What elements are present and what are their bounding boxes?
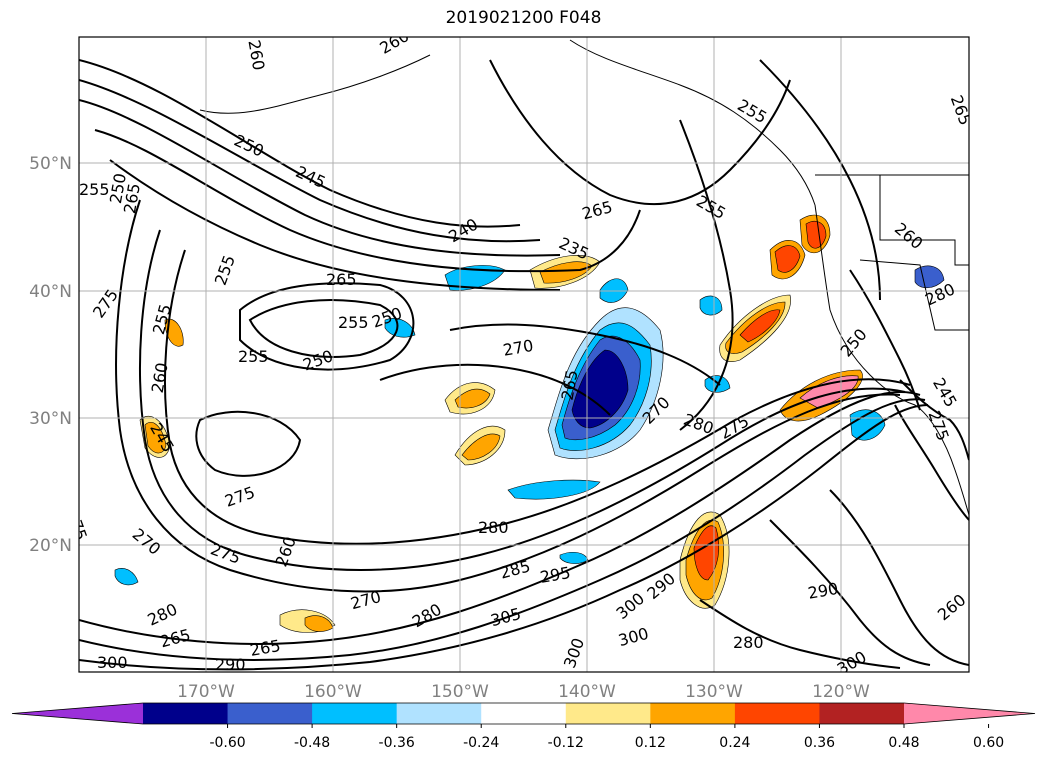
contour-label: 300 <box>97 653 128 672</box>
contour-label: 280 <box>478 518 509 537</box>
contour-label: 255 <box>79 180 110 199</box>
colorbar-bin <box>227 703 313 724</box>
positive-anomaly-blob <box>461 433 501 461</box>
longitude-labels: 170°W 160°W 150°W 140°W 130°W 120°W <box>177 682 870 702</box>
colorbar-tick-label: -0.36 <box>379 735 415 751</box>
colorbar-tick-label: 0.12 <box>635 735 666 751</box>
contour-label: 280 <box>733 633 764 652</box>
lat-label-40: 40°N <box>29 282 72 302</box>
negative-anomaly-blob <box>384 318 416 338</box>
colorbar-tick-label: -0.60 <box>209 735 245 751</box>
lon-label-160w: 160°W <box>304 682 362 702</box>
colorbar-bin <box>143 703 229 724</box>
colorbar-bin <box>481 703 567 724</box>
contour-line <box>489 59 791 206</box>
colorbar-bin <box>396 703 482 724</box>
lat-label-20: 20°N <box>29 536 72 556</box>
contour-line <box>139 229 906 571</box>
positive-anomaly-blob <box>454 388 491 409</box>
contour-line <box>79 99 561 257</box>
contour-label: 255 <box>338 313 369 332</box>
contour-line <box>164 249 911 545</box>
contour-line <box>79 79 541 243</box>
colorbar-tick-label: -0.48 <box>294 735 330 751</box>
contour-labels: 260 260 265 255 250 265 245 250 255 240 … <box>79 37 969 674</box>
contour-line <box>79 398 926 661</box>
contour-label: 290 <box>215 655 246 674</box>
negative-anomaly-blob <box>559 551 589 564</box>
graticule <box>79 37 969 672</box>
coastline-path <box>879 175 969 266</box>
lon-label-150w: 150°W <box>431 682 489 702</box>
latitude-labels: 50°N 40°N 30°N 20°N <box>29 154 72 556</box>
lon-label-140w: 140°W <box>558 682 616 702</box>
contour-line <box>699 599 901 669</box>
contour-line <box>679 119 734 431</box>
negative-anomaly-core <box>571 349 629 429</box>
plot-frame <box>78 36 970 673</box>
colorbar-tick-label: 0.24 <box>719 735 750 751</box>
contour-line <box>239 282 415 371</box>
coastline-path <box>199 54 431 114</box>
colorbar-extend-low <box>12 703 143 724</box>
contour-label: 265 <box>326 270 357 289</box>
colorbar-tick-label: 0.60 <box>973 735 1004 751</box>
lon-label-120w: 120°W <box>812 682 870 702</box>
contour-lines <box>79 59 969 671</box>
contour-line <box>248 299 399 358</box>
shaded-fields <box>114 214 945 633</box>
negative-anomaly-blob <box>507 479 601 500</box>
colorbar-bin <box>819 703 905 724</box>
colorbar-bin <box>312 703 398 724</box>
contour-line <box>899 379 969 461</box>
contour-line <box>379 363 611 416</box>
negative-anomaly-blob <box>699 295 723 316</box>
colorbar: -0.60 -0.48 -0.36 -0.24 -0.12 0.12 0.24 0.36 0.4… <box>11 702 1036 751</box>
colorbar-tick-label: -0.12 <box>548 735 584 751</box>
negative-anomaly-blob <box>914 265 945 289</box>
contour-line <box>94 129 641 273</box>
contour-line <box>115 199 901 593</box>
colorbar-bin <box>650 703 736 724</box>
lon-label-130w: 130°W <box>685 682 743 702</box>
contour-line <box>79 59 521 228</box>
contour-line <box>109 159 561 291</box>
positive-anomaly-blob <box>693 525 720 581</box>
lat-label-50: 50°N <box>29 154 72 174</box>
colorbar-outline <box>11 702 1036 725</box>
positive-anomaly-blob <box>739 309 781 343</box>
positive-anomaly-blob <box>774 245 801 273</box>
map-title: 2019021200 F048 <box>445 8 602 28</box>
contour-line <box>894 404 969 521</box>
contour-label: 255 <box>238 347 269 366</box>
contour-line <box>79 391 921 645</box>
contour-line <box>829 489 969 666</box>
contour-line <box>79 404 929 671</box>
colorbar-tick-label: 0.36 <box>804 735 835 751</box>
positive-anomaly-blob <box>144 422 167 454</box>
contour-line <box>449 323 721 386</box>
colorbar-tick-label: 0.48 <box>888 735 919 751</box>
plot-area: 260 260 265 255 250 265 245 250 255 240 … <box>79 37 969 674</box>
colorbar-extend-high <box>904 703 1035 724</box>
lat-label-30: 30°N <box>29 409 72 429</box>
lon-label-170w: 170°W <box>177 682 235 702</box>
negative-anomaly-blob <box>114 568 139 586</box>
coastline-path <box>569 39 816 206</box>
colorbar-bin <box>565 703 651 724</box>
contour-line <box>195 410 302 477</box>
coastline-path <box>859 259 969 331</box>
coastline-path <box>814 204 969 516</box>
positive-anomaly-blob <box>805 221 827 249</box>
contour-line <box>849 269 921 411</box>
colorbar-tick-label: -0.24 <box>463 735 499 751</box>
colorbar-bin <box>734 703 820 724</box>
